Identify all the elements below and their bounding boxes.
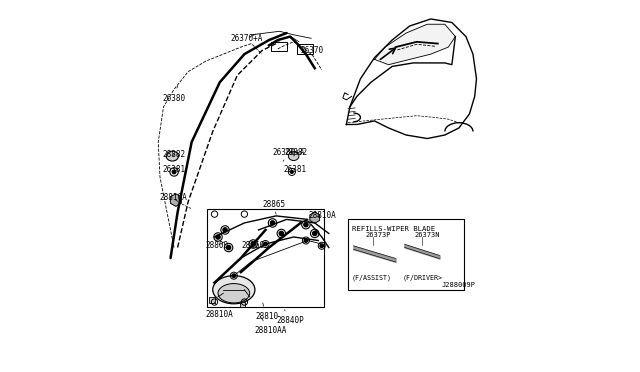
Bar [348,219,464,290]
Circle shape [320,244,323,247]
Text: 26373P: 26373P [365,232,391,238]
Circle shape [271,221,275,225]
Text: 28810A: 28810A [159,193,187,202]
Text: REFILLS-WIPER BLADE: REFILLS-WIPER BLADE [353,227,435,232]
Bar [209,298,215,303]
Circle shape [264,242,268,246]
Text: 28800: 28800 [205,241,228,250]
Text: 26380: 26380 [163,86,186,103]
Ellipse shape [212,276,255,304]
Text: 28810: 28810 [255,303,278,321]
Circle shape [227,246,230,250]
Circle shape [304,222,308,227]
Text: 26373N: 26373N [415,232,440,238]
Polygon shape [374,24,456,65]
Bar [207,209,323,307]
Text: 28810AA: 28810AA [254,317,287,335]
Bar [297,44,313,54]
Ellipse shape [166,151,179,161]
Text: 28882: 28882 [163,150,186,159]
Text: 28840P: 28840P [276,310,305,325]
Text: J288009P: J288009P [442,282,476,288]
Circle shape [291,170,293,173]
Text: 28860: 28860 [241,241,265,250]
Text: 26380+A: 26380+A [273,148,305,161]
Ellipse shape [289,152,299,160]
Text: (F/ASSIST): (F/ASSIST) [351,274,392,281]
Ellipse shape [218,283,250,303]
Circle shape [216,235,220,239]
Text: 26381: 26381 [163,165,186,174]
Circle shape [279,231,284,235]
Circle shape [232,274,236,278]
Text: 28810A: 28810A [308,211,336,220]
Text: 26370+A: 26370+A [230,34,262,43]
Bar [271,42,287,51]
Circle shape [172,170,176,174]
Bar [240,302,246,307]
Text: 26381: 26381 [284,165,307,174]
Text: 28865: 28865 [262,200,286,214]
Circle shape [304,239,308,242]
Circle shape [223,228,227,232]
Circle shape [312,231,317,235]
Text: 26370: 26370 [291,36,324,55]
Text: 28810A: 28810A [205,302,233,319]
Text: 28882: 28882 [285,148,308,157]
Text: (F/DRIVER>: (F/DRIVER> [403,274,443,281]
Circle shape [251,242,255,246]
